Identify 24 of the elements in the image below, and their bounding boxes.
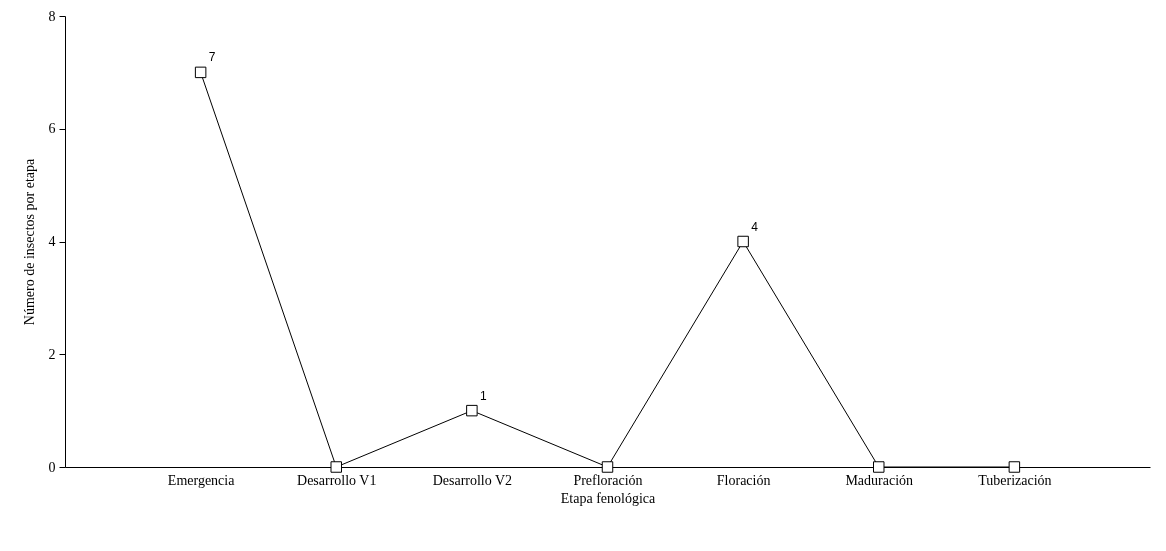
point xyxy=(466,404,478,417)
y-tick-label: 6 xyxy=(48,121,56,137)
point xyxy=(330,461,342,473)
x-tick-label: Desarrollo V2 xyxy=(432,472,513,488)
y-tick-label: 8 xyxy=(48,8,56,24)
x-tick-label: Floración xyxy=(716,472,771,488)
y-tick-label: 2 xyxy=(48,346,56,362)
y-tick-label: 0 xyxy=(48,459,56,475)
x-tick-label: Desarrollo V1 xyxy=(297,472,377,488)
data-label: 1 xyxy=(479,388,487,403)
point xyxy=(194,66,207,79)
point xyxy=(873,461,885,473)
y-tick-label: 4 xyxy=(48,234,56,249)
x-tick-label: Prefloración xyxy=(573,472,643,488)
x-tick-label: Tuberización xyxy=(978,472,1052,488)
x-tick-label: Emergencia xyxy=(167,472,236,488)
data-label: 7 xyxy=(208,50,216,65)
point xyxy=(737,235,749,248)
x-axis-title: Etapa fenológica xyxy=(560,490,657,506)
y-axis-title: Número de insectos por etapa xyxy=(21,158,37,326)
point xyxy=(601,461,614,473)
point xyxy=(1008,461,1021,473)
data-label: 4 xyxy=(751,219,759,234)
x-tick-label: Maduración xyxy=(845,472,914,488)
